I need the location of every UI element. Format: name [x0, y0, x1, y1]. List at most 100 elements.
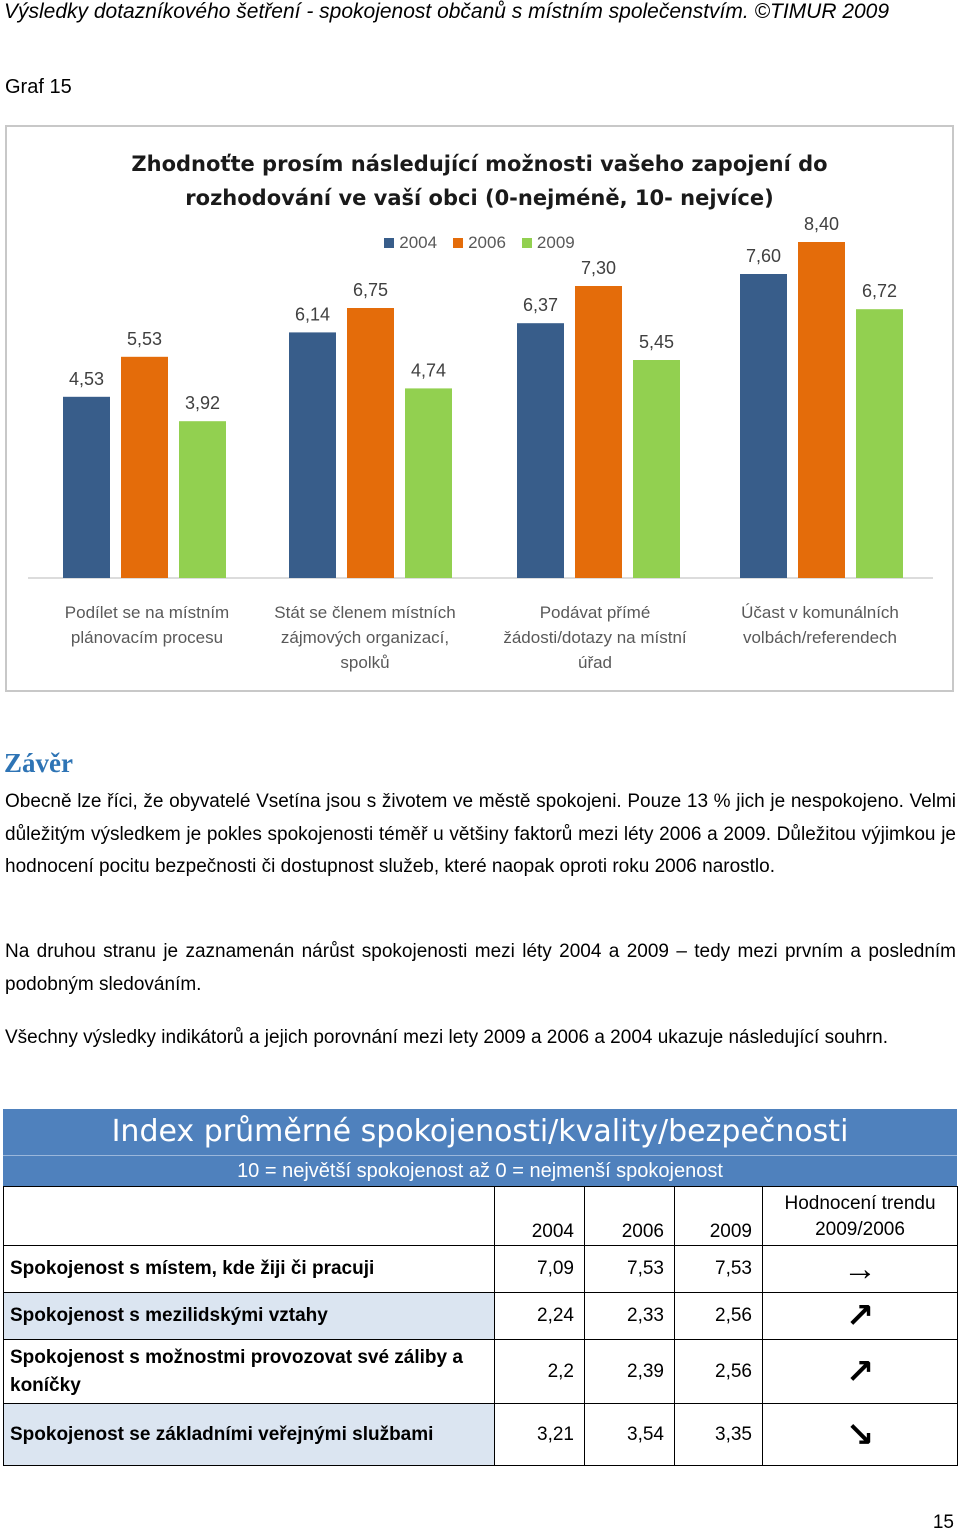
row-label: Spokojenost s místem, kde žiji či pracuj…: [3, 1245, 495, 1293]
row-label: Spokojenost se základními veřejnými služ…: [3, 1403, 495, 1466]
row-value-2009: 2,56: [674, 1292, 763, 1340]
bar-2009-4: [856, 309, 903, 578]
header-trend-line-1: Hodnocení trendu: [784, 1193, 936, 1214]
header-trend: Hodnocení trendu 2009/2006: [762, 1186, 958, 1246]
table-row: Spokojenost s místem, kde žiji či pracuj…: [3, 1245, 958, 1293]
chart-title: Zhodnoťte prosím následující možnosti va…: [7, 147, 952, 215]
category-label-1-line-2: plánovacím procesu: [70, 628, 224, 647]
bar-2009-3: [633, 360, 680, 578]
bar-2004-1: [63, 396, 110, 578]
page-header: Výsledky dotazníkového šetření - spokoje…: [4, 0, 890, 23]
legend-swatch-2004: [384, 238, 395, 248]
data-label-2004-3: 6,37: [523, 295, 558, 315]
category-label-1-line-1: Podílet se na místním: [64, 603, 230, 622]
category-label-3-line-3: úřad: [577, 653, 613, 672]
chart-title-line-2: rozhodování ve vaší obci (0-nejméně, 10-…: [185, 186, 774, 210]
category-label-3: Podávat přímé žádosti/dotazy na místní ú…: [485, 600, 705, 675]
row-value-2006: 2,39: [584, 1339, 675, 1404]
legend-label-2004: 2004: [399, 233, 438, 252]
arrow-up-right-icon: ↗: [845, 1352, 875, 1391]
header-2004: 2004: [494, 1186, 585, 1246]
data-label-2006-2: 6,75: [353, 280, 388, 300]
paragraph-1: Obecně lze říci, že obyvatelé Vsetína js…: [5, 791, 956, 877]
arrow-right-icon: →: [843, 1249, 877, 1288]
row-value-2009: 3,35: [674, 1403, 763, 1466]
legend-swatch-2009: [521, 238, 532, 248]
legend-label-2009: 2009: [536, 233, 575, 252]
header-2009: 2009: [674, 1186, 763, 1246]
legend-item-2004: 2004: [384, 233, 437, 253]
row-value-2006: 2,33: [584, 1292, 675, 1340]
category-label-2: Stát se členem místních zájmových organi…: [255, 600, 475, 675]
data-label-2006-4: 8,40: [804, 214, 839, 234]
index-table: Index průměrné spokojenosti/kvality/bezp…: [3, 1109, 958, 1466]
row-value-2009: 2,56: [674, 1339, 763, 1404]
category-label-2-line-3: spolků: [340, 653, 390, 672]
paragraph-2: Na druhou stranu je zaznamenán nárůst sp…: [5, 941, 956, 995]
table-row: Spokojenost s mezilidskými vztahy 2,24 2…: [3, 1292, 958, 1340]
header-2006: 2006: [584, 1186, 675, 1246]
arrow-down-right-icon: ↘: [845, 1415, 875, 1454]
trend-cell: ↗: [762, 1292, 958, 1340]
data-label-2004-2: 6,14: [295, 304, 330, 324]
legend-swatch-2006: [453, 238, 464, 248]
category-label-4-line-2: volbách/referendech: [742, 628, 898, 647]
table-header-row: 2004 2006 2009 Hodnocení trendu 2009/200…: [3, 1186, 958, 1246]
trend-cell: ↗: [762, 1339, 958, 1404]
row-value-2004: 3,21: [494, 1403, 585, 1466]
paragraph-3: Všechny výsledky indikátorů a jejich por…: [5, 1027, 888, 1048]
bar-2006-4: [798, 242, 845, 578]
category-label-3-line-2: žádosti/dotazy na místní: [503, 628, 687, 647]
header-empty-cell: [3, 1186, 495, 1246]
row-value-2006: 7,53: [584, 1245, 675, 1293]
section-title: Závěr: [4, 748, 73, 778]
row-value-2004: 2,24: [494, 1292, 585, 1340]
category-label-4-line-1: Účast v komunálních: [741, 603, 899, 622]
trend-cell: ↘: [762, 1403, 958, 1466]
bar-2006-1: [121, 356, 168, 578]
category-label-1: Podílet se na místním plánovacím procesu: [37, 600, 257, 650]
table-body: 2004 2006 2009 Hodnocení trendu 2009/200…: [3, 1186, 958, 1466]
header-trend-line-2: 2009/2006: [815, 1219, 905, 1240]
row-value-2004: 7,09: [494, 1245, 585, 1293]
data-label-2004-4: 7,60: [746, 246, 781, 266]
legend-item-2006: 2006: [453, 233, 506, 253]
bar-2006-3: [575, 286, 622, 578]
chart-legend: 2004 2006 2009: [7, 233, 952, 253]
arrow-up-right-icon: ↗: [845, 1297, 875, 1335]
data-label-2009-1: 3,92: [185, 393, 220, 413]
row-value-2006: 3,54: [584, 1403, 675, 1466]
row-value-2004: 2,2: [494, 1339, 585, 1404]
row-value-2009: 7,53: [674, 1245, 763, 1293]
page-number: 15: [932, 1512, 954, 1533]
chart: 4,53 6,14 6,37 7,60 5,53 6,75 7,30 8,40 3,92 4,74…: [5, 125, 954, 692]
category-label-2-line-2: zájmových organizací,: [280, 628, 450, 647]
row-label: Spokojenost s mezilidskými vztahy: [3, 1292, 495, 1340]
data-label-2004-1: 4,53: [69, 369, 104, 389]
legend-item-2009: 2009: [521, 233, 575, 253]
bar-2004-4: [740, 274, 787, 578]
data-label-2006-1: 5,53: [127, 329, 162, 349]
data-label-2009-3: 5,45: [639, 332, 674, 352]
data-label-2006-3: 7,30: [581, 258, 616, 278]
row-label: Spokojenost s možnostmi provozovat své z…: [3, 1339, 495, 1404]
category-label-4: Účast v komunálních volbách/referendech: [710, 600, 930, 650]
bar-2006-2: [347, 308, 394, 578]
table-row: Spokojenost s možnostmi provozovat své z…: [3, 1339, 958, 1404]
graph-label: Graf 15: [5, 76, 72, 98]
table-row: Spokojenost se základními veřejnými služ…: [3, 1403, 958, 1466]
bar-2004-2: [289, 332, 336, 578]
chart-title-line-1: Zhodnoťte prosím následující možnosti va…: [131, 152, 828, 176]
table-title: Index průměrné spokojenosti/kvality/bezp…: [3, 1109, 957, 1155]
category-label-3-line-1: Podávat přímé: [539, 603, 651, 622]
category-label-2-line-1: Stát se členem místních: [274, 603, 456, 622]
trend-cell: →: [762, 1245, 958, 1293]
data-label-2009-2: 4,74: [411, 360, 446, 380]
data-label-2009-4: 6,72: [862, 281, 897, 301]
chart-plot: 4,53 6,14 6,37 7,60 5,53 6,75 7,30 8,40 3,92 4,74…: [28, 214, 933, 579]
bar-2009-2: [405, 388, 452, 578]
legend-label-2006: 2006: [468, 233, 506, 252]
table-subtitle: 10 = největší spokojenost až 0 = nejmenš…: [3, 1155, 957, 1186]
bar-2004-3: [517, 323, 564, 578]
bar-2009-1: [179, 421, 226, 578]
